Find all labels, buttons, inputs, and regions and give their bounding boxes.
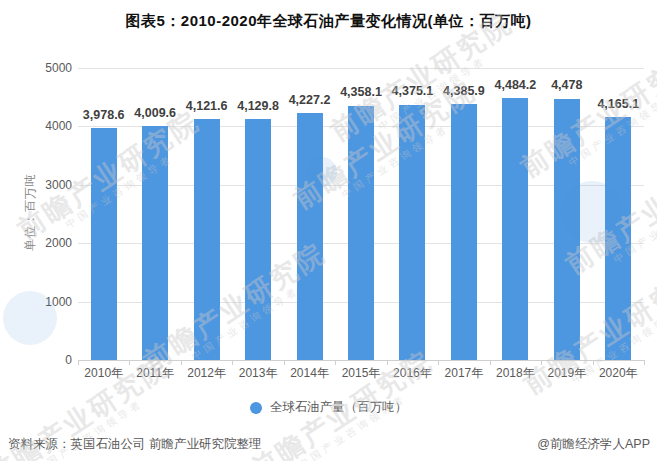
oil-production-chart-page: 图表5：2010-2020年全球石油产量变化情况(单位：百万吨) 单位：百万吨 … [0, 0, 657, 461]
x-tick-label-2015年: 2015年 [342, 365, 381, 382]
bar-value-label-2012年: 4,121.6 [186, 99, 228, 113]
x-axis-tick [181, 360, 182, 365]
y-tick-label-0: 0 [0, 353, 72, 367]
bar-value-label-2013年: 4,129.8 [237, 99, 279, 113]
y-tick-label-4000: 4000 [0, 119, 72, 133]
legend-marker-icon [250, 402, 262, 414]
x-tick-label-2016年: 2016年 [393, 365, 432, 382]
bar-value-label-2014年: 4,227.2 [289, 93, 331, 107]
x-tick-label-2020年: 2020年 [599, 365, 638, 382]
bar-value-label-2019年: 4,478 [551, 78, 582, 92]
bar-2013年 [245, 119, 271, 360]
bar-value-label-2015年: 4,358.1 [340, 85, 382, 99]
bar-2014年 [297, 113, 323, 360]
x-axis-tick [644, 360, 645, 365]
y-tick-label-3000: 3000 [0, 178, 72, 192]
x-tick-label-2019年: 2019年 [547, 365, 586, 382]
legend: 全球石油产量（百万吨） [0, 399, 657, 416]
bar-value-label-2017年: 4,385.9 [443, 84, 485, 98]
bar-value-label-2011年: 4,009.6 [134, 106, 176, 120]
x-axis-tick [387, 360, 388, 365]
x-axis-tick [490, 360, 491, 365]
chart-title: 图表5：2010-2020年全球石油产量变化情况(单位：百万吨) [0, 12, 657, 31]
x-tick-label-2014年: 2014年 [290, 365, 329, 382]
x-tick-label-2010年: 2010年 [84, 365, 123, 382]
bar-2010年 [91, 128, 117, 360]
bar-value-label-2010年: 3,978.6 [83, 108, 125, 122]
x-tick-label-2013年: 2013年 [239, 365, 278, 382]
x-axis-tick [541, 360, 542, 365]
bar-value-label-2016年: 4,375.1 [392, 84, 434, 98]
x-tick-label-2011年: 2011年 [136, 365, 174, 382]
bar-2015年 [348, 106, 374, 361]
bar-value-label-2020年: 4,165.1 [597, 97, 639, 111]
bar-2017年 [451, 104, 477, 360]
bar-2020年 [605, 117, 631, 360]
x-tick-label-2012年: 2012年 [187, 365, 226, 382]
y-tick-label-1000: 1000 [0, 295, 72, 309]
credit-note: @前瞻经济学人APP [537, 436, 650, 453]
source-note: 资料来源：英国石油公司 前瞻产业研究院整理 [8, 436, 261, 453]
x-tick-label-2017年: 2017年 [445, 365, 484, 382]
bar-2016年 [399, 105, 425, 361]
bar-2012年 [194, 119, 220, 360]
x-axis-tick [232, 360, 233, 365]
bar-2011年 [142, 126, 168, 360]
x-axis-tick [593, 360, 594, 365]
gridline-5000 [78, 68, 644, 69]
x-tick-label-2018年: 2018年 [496, 365, 535, 382]
x-axis-tick [335, 360, 336, 365]
x-axis-line [78, 360, 644, 361]
x-axis-tick [129, 360, 130, 365]
x-axis-tick [78, 360, 79, 365]
x-axis-tick [284, 360, 285, 365]
bar-value-label-2018年: 4,484.2 [495, 78, 537, 92]
y-tick-label-2000: 2000 [0, 236, 72, 250]
legend-label: 全球石油产量（百万吨） [270, 399, 408, 416]
bar-2019年 [554, 99, 580, 361]
x-axis-tick [438, 360, 439, 365]
y-tick-label-5000: 5000 [0, 61, 72, 75]
bar-2018年 [502, 98, 528, 360]
